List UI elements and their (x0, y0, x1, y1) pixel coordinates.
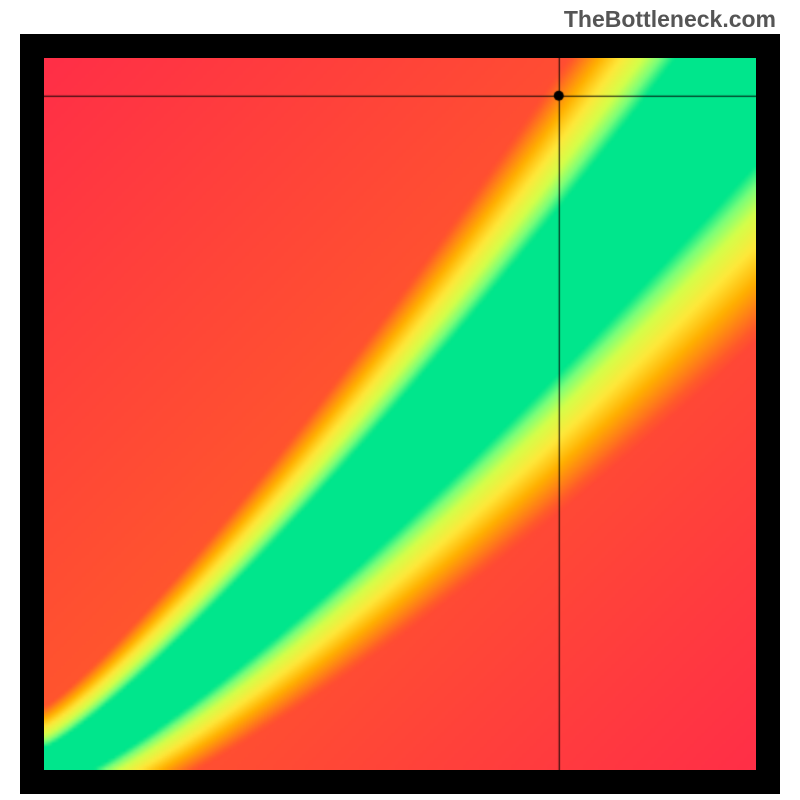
chart-container: TheBottleneck.com (0, 0, 800, 800)
heatmap-canvas (44, 58, 756, 770)
watermark-label: TheBottleneck.com (564, 6, 776, 33)
